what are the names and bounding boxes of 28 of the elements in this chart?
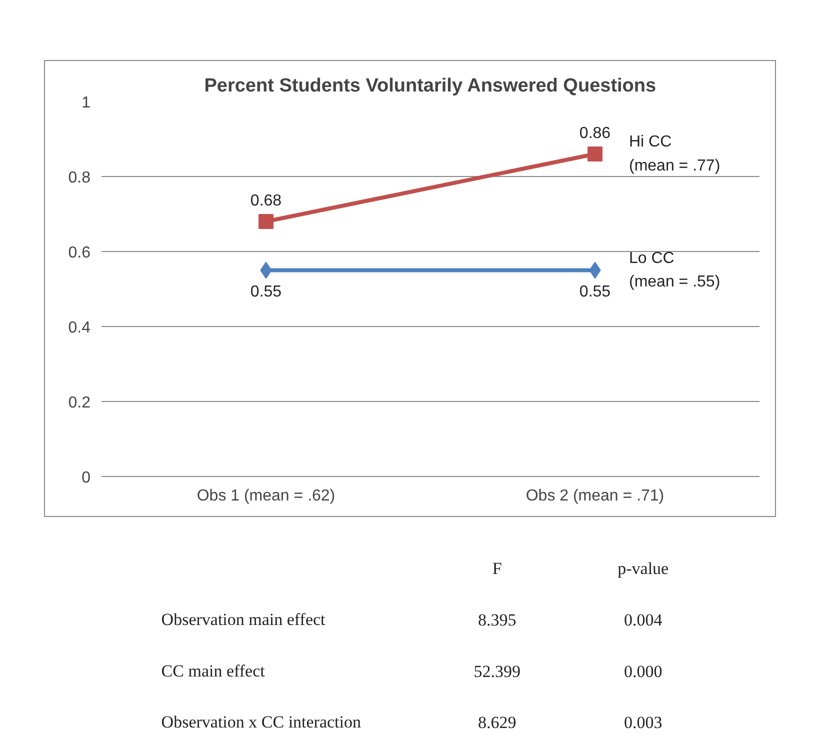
chart-title: Percent Students Voluntarily Answered Questions bbox=[204, 76, 656, 96]
text: Observation x CC interaction bbox=[161, 712, 362, 732]
x-tick-label: Obs 1 (mean = .62) bbox=[196, 488, 336, 504]
text: 0.003 bbox=[624, 712, 662, 732]
y-tick-label: 0 bbox=[82, 470, 91, 486]
data-label: 0.68 bbox=[250, 192, 282, 210]
series-label: Lo CC (mean = .55) bbox=[629, 250, 720, 291]
y-tick-label: 0.6 bbox=[68, 244, 91, 262]
text: 8.629 bbox=[478, 712, 516, 732]
y-tick-label: 0.4 bbox=[68, 320, 91, 336]
text: 52.399 bbox=[474, 662, 520, 681]
text: F bbox=[492, 559, 502, 578]
text: 0.000 bbox=[624, 662, 662, 681]
text: 8.395 bbox=[478, 610, 516, 630]
point bbox=[588, 146, 602, 162]
x-tick-label: Obs 2 (mean = .71) bbox=[526, 488, 664, 504]
y-tick-label: 1 bbox=[82, 94, 91, 112]
data-label: 0.55 bbox=[250, 283, 282, 300]
data-label: 0.86 bbox=[579, 125, 611, 142]
data-label: 0.55 bbox=[579, 283, 611, 300]
y-tick-label: 0.8 bbox=[68, 170, 91, 186]
text: p-value bbox=[618, 559, 669, 578]
y-tick-label: 0.2 bbox=[68, 394, 91, 412]
text: Observation main effect bbox=[161, 610, 326, 630]
series-label: Hi CC (mean = .77) bbox=[629, 134, 720, 174]
text: CC main effect bbox=[161, 661, 266, 680]
text: 0.004 bbox=[624, 610, 663, 630]
point bbox=[258, 214, 274, 229]
